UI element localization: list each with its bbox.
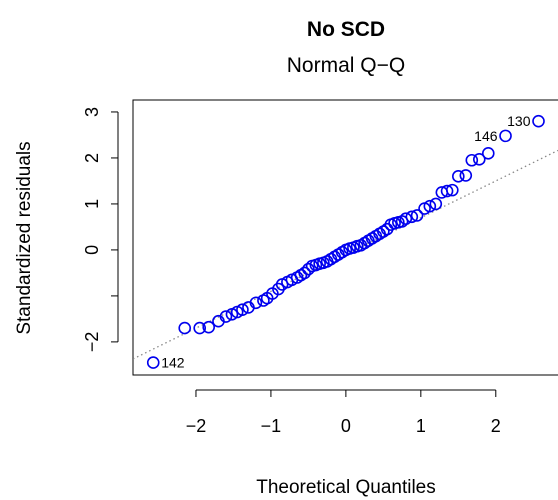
point xyxy=(202,320,216,334)
point xyxy=(146,356,160,369)
y-tick-label: 3 xyxy=(82,107,102,117)
point xyxy=(429,197,443,211)
point xyxy=(532,114,545,128)
point xyxy=(405,210,419,224)
point-label: 142 xyxy=(161,355,185,371)
point xyxy=(472,153,486,166)
x-tick-label: 0 xyxy=(341,416,351,436)
x-tick-label: 1 xyxy=(416,416,426,436)
point xyxy=(452,170,465,183)
point xyxy=(219,310,233,323)
y-tick-label: 0 xyxy=(82,245,102,255)
point xyxy=(298,266,311,280)
point xyxy=(399,212,413,225)
point xyxy=(249,296,263,310)
y-tick-label: 1 xyxy=(82,199,102,209)
point xyxy=(236,303,249,316)
y-axis-title: Standardized residuals xyxy=(14,141,35,334)
point xyxy=(178,321,192,335)
point xyxy=(302,262,315,276)
plot-frame xyxy=(132,99,558,376)
y-tick-label: 2 xyxy=(82,153,102,163)
point xyxy=(423,199,437,213)
chart-subtitle: Normal Q−Q xyxy=(287,54,405,77)
x-tick-label: −2 xyxy=(186,416,207,436)
point xyxy=(499,129,512,143)
y-tick-label: −2 xyxy=(82,332,102,353)
point xyxy=(440,184,454,198)
point-label: 146 xyxy=(474,128,498,144)
point xyxy=(459,169,473,182)
chart-title: No SCD xyxy=(307,18,385,41)
point-label: 130 xyxy=(507,113,531,129)
x-tick-label: 2 xyxy=(491,416,501,436)
point xyxy=(410,209,424,222)
point xyxy=(193,321,207,335)
x-axis-title: Theoretical Quantiles xyxy=(256,477,436,498)
point xyxy=(465,153,479,167)
x-tick-label: −1 xyxy=(261,416,282,436)
point xyxy=(481,147,495,160)
point xyxy=(446,183,459,197)
